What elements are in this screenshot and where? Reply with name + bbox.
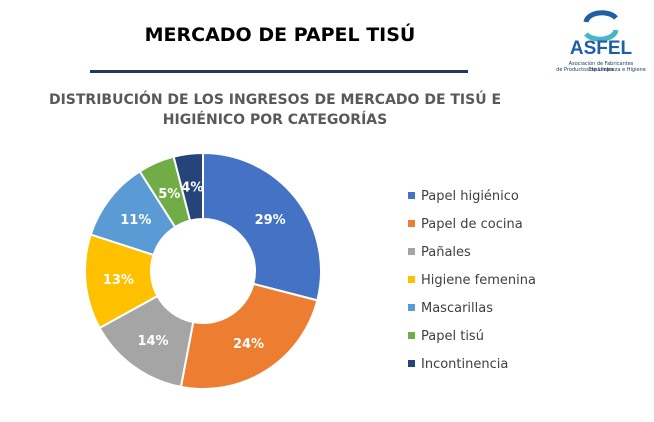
legend-label: Incontinencia [421,357,508,372]
legend-swatch [408,192,415,199]
logo-subtitle: de Productos de Limpieza e Higiene [556,67,646,73]
legend-label: Mascarillas [421,301,493,316]
legend-label: Papel de cocina [421,217,523,232]
title-rule [90,70,468,73]
legend-label: Papel higiénico [421,189,519,204]
legend-swatch [408,276,415,283]
data-label: 5% [158,187,180,202]
data-label: 14% [137,334,168,349]
data-label: 13% [103,273,134,288]
data-label: 24% [233,337,264,352]
legend-swatch [408,304,415,311]
donut-slice [179,282,319,390]
chart-title: DISTRIBUCIÓN DE LOS INGRESOS DE MERCADO … [48,92,502,128]
legend-swatch [408,248,415,255]
logo-icon [583,10,619,42]
logo-subtitle: Asociación de Fabricantes Españoles [568,61,634,73]
legend-swatch [408,360,415,367]
donut-slice [172,151,204,222]
logo-text: ASFEL [569,38,633,59]
legend-swatch [408,332,415,339]
page-title: MERCADO DE PAPEL TISÚ [144,24,416,46]
legend-label: Papel tisú [421,329,484,344]
data-label: 4% [181,181,203,196]
legend-label: Higiene femenina [421,273,536,288]
data-label: 29% [255,213,286,228]
legend-swatch [408,220,415,227]
donut-slice [202,151,322,302]
legend-label: Pañales [421,245,471,260]
data-label: 11% [120,213,151,228]
